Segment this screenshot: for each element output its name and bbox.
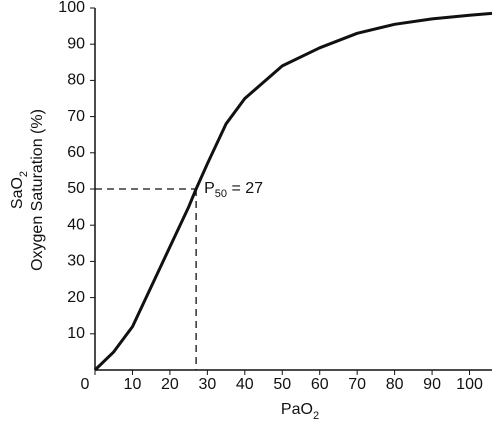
x-axis-label: PaO2 (281, 401, 319, 422)
p50-label-p: P (204, 180, 215, 197)
y-label-sub: 2 (18, 171, 30, 177)
p50-label-sub: 50 (215, 188, 227, 200)
x-label-sub: 2 (313, 410, 319, 422)
y-tick-label: 40 (67, 216, 85, 233)
y-tick-label: 60 (67, 144, 85, 161)
x-tick-label: 60 (311, 376, 329, 393)
y-axis-label: SaO2 Oxygen Saturation (%) (9, 109, 46, 271)
x-tick-label: 100 (456, 376, 483, 393)
x-tick-label: 30 (198, 376, 216, 393)
x-tick-label: 90 (423, 376, 441, 393)
y-label-text: SaO (9, 177, 26, 209)
y-label-2: Oxygen Saturation (%) (29, 109, 46, 271)
x-tick-label: 50 (273, 376, 291, 393)
x-label-text: PaO (281, 401, 313, 418)
y-tick-label: 10 (67, 325, 85, 342)
x-tick-label: 10 (124, 376, 142, 393)
y-tick-label: 90 (67, 35, 85, 52)
x-tick-label: 40 (236, 376, 254, 393)
x-tick-label: 70 (348, 376, 366, 393)
y-tick-label: 30 (67, 253, 85, 270)
y-tick-label: 100 (58, 0, 85, 16)
y-label-1: SaO2 (9, 171, 30, 209)
p50-label-rest: = 27 (227, 180, 263, 197)
p50-label: P50 = 27 (204, 180, 263, 200)
x-tick-label: 80 (386, 376, 404, 393)
x-tick-label: 20 (161, 376, 179, 393)
y-tick-label: 80 (67, 72, 85, 89)
y-tick-label: 70 (67, 108, 85, 125)
y-tick-label: 50 (67, 180, 85, 197)
x-tick-label: 0 (81, 376, 90, 393)
curve (93, 11, 493, 372)
y-tick-label: 20 (67, 289, 85, 306)
